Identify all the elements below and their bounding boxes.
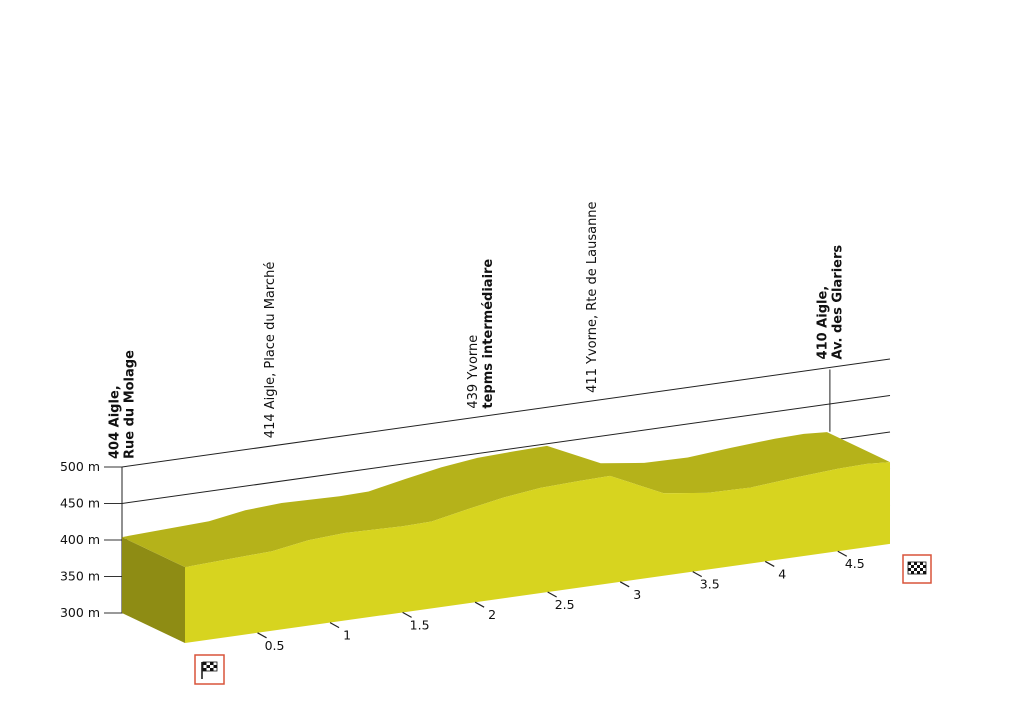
waypoint-label: 439 Yvorne (466, 335, 481, 409)
finish-flag (902, 554, 932, 584)
x-tick-label: 4.5 (845, 556, 865, 571)
profile-side (122, 537, 185, 643)
profile-front (185, 462, 890, 643)
y-tick-label: 450 m (60, 496, 100, 511)
waypoint: 414 Aigle, Place du Marché (263, 262, 278, 439)
waypoint-label: Av. des Glariers (830, 245, 845, 360)
waypoint: 439 Yvorne tepms intermédiaire (466, 259, 496, 409)
x-tick-label: 2.5 (555, 597, 575, 612)
x-tick (764, 560, 775, 567)
waypoint-label: 410 Aigle, (815, 286, 830, 360)
x-tick (692, 571, 703, 578)
x-tick (619, 581, 630, 588)
x-tick-label: 0.5 (265, 638, 285, 653)
x-tick-label: 1 (343, 628, 351, 643)
x-tick-label: 4 (778, 566, 786, 581)
y-tick-label: 400 m (60, 532, 100, 547)
waypoint-label: Rue du Molage (123, 350, 138, 459)
x-tick-label: 3 (633, 587, 641, 602)
x-tick (474, 601, 485, 608)
profile-top (122, 432, 890, 568)
waypoint-label: 411 Yvorne, Rte de Lausanne (585, 201, 600, 392)
waypoint-label: 404 Aigle, (108, 385, 123, 459)
x-tick (837, 550, 848, 557)
profile-layer (122, 432, 890, 643)
grid-line (121, 358, 891, 468)
x-tick (547, 591, 557, 598)
x-tick (329, 622, 340, 629)
waypoint: 410 Aigle, Av. des Glariers (815, 245, 845, 432)
y-tick-label: 300 m (60, 605, 100, 620)
waypoint: 411 Yvorne, Rte de Lausanne (585, 201, 600, 392)
grid-line (121, 395, 891, 504)
y-tick-label: 500 m (60, 459, 100, 474)
label-layer: 0.5 1 1.5 2 2.5 3 3.5 4 4.5 404 Aigle, Rue du Mola… (108, 201, 865, 652)
waypoint-label: 414 Aigle, Place du Marché (263, 262, 278, 439)
waypoint: 404 Aigle, Rue du Molage (108, 350, 138, 538)
x-tick-label: 2 (488, 607, 496, 622)
x-tick (402, 611, 412, 618)
y-tick-label: 350 m (60, 569, 100, 584)
x-tick-label: 1.5 (410, 617, 430, 632)
x-tick-label: 3.5 (700, 577, 720, 592)
waypoint-label: tepms intermédiaire (481, 259, 496, 409)
start-flag (194, 654, 225, 685)
x-tick (257, 632, 267, 639)
